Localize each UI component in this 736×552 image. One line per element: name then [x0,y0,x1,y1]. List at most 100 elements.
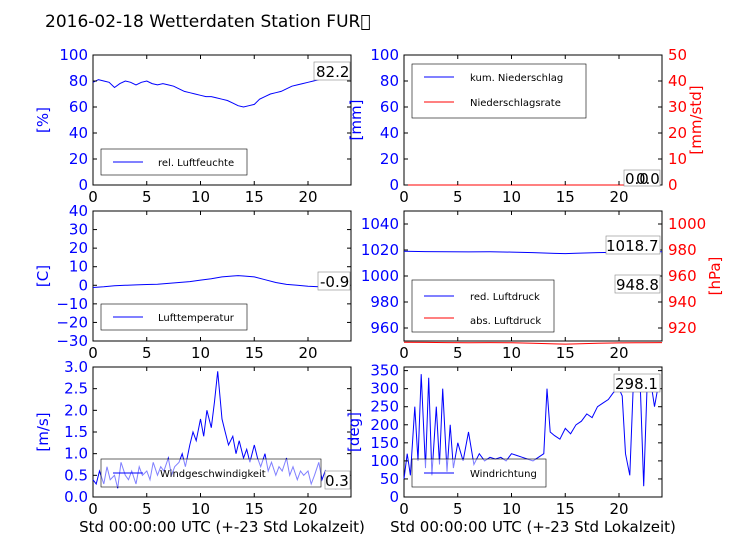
panel-humidity: 0 20 40 60 80 100 0 5 10 15 20 [%] rel. Luftfeuch… [34,46,352,206]
series-line-0 [92,77,346,108]
x-ticks: 0 5 10 15 20 [399,211,629,362]
y-tick-label: 20 [69,239,88,257]
value-annotation: 0.0 0.0 [623,169,661,188]
annotation-value: 298.1 [615,375,658,393]
y-tick-label: 1020 [361,241,399,259]
x-tick-label: 20 [609,188,628,206]
x-tick-label: 10 [191,344,210,362]
y-tick-label: 100 [370,46,399,64]
x-tick-label: 20 [298,500,317,518]
y-axis-label: [m/s] [34,412,52,451]
legend: Windrichtung [411,458,547,488]
y-tick-label: 2.5 [64,380,88,398]
y-axis-label: [mm] [347,100,365,141]
legend-item: kum. Niederschlag [470,73,563,84]
legend-item: abs. Luftdruck [470,316,541,327]
y2-axis-label: [mm/std] [687,85,705,154]
y-tick-label: −20 [56,313,88,331]
y-axis-label: [deg] [345,412,363,452]
y-tick-label: 150 [370,434,399,452]
annotation-value-secondary: 948.8 [616,276,659,294]
y-tick-label: −30 [56,332,88,350]
value-annotation: -0.9 [317,271,351,291]
y-tick-label: 30 [69,221,88,239]
x-tick-label: 10 [191,188,210,206]
series-line-0 [92,275,349,288]
x-tick-label: 5 [453,500,463,518]
y2-tick-label: 980 [668,241,697,259]
series-layer [92,77,346,108]
y-tick-label: 250 [370,398,399,416]
y-ticks: 0 20 40 60 80 100 [370,46,662,194]
x-tick-label: 15 [245,500,264,518]
y-tick-label: 200 [370,416,399,434]
series-layer [92,275,349,288]
x-axis-label: Std 00:00:00 UTC (+-23 Std Lokalzeit) [79,518,365,536]
x-ticks: 0 5 10 15 20 [88,211,318,362]
y-tick-label: 0.5 [64,466,88,484]
legend-item: rel. Luftfeuchte [158,158,234,169]
legend: rel. Luftfeuchte [100,148,248,176]
legend-item: Windrichtung [470,469,537,480]
y-tick-label: 40 [380,124,399,142]
y2-axis-label: [hPa] [706,257,724,296]
annotation-value: -0.9 [320,273,349,291]
x-ticks: 0 5 10 15 20 [399,367,629,518]
x-ticks: 0 5 10 15 20 [88,55,318,206]
value-annotation: 1018.7 948.8 [605,235,661,294]
legend-item: Lufttemperatur [158,313,235,324]
series-line-1 [403,341,663,345]
annotation-value: 0.3 [325,472,349,490]
y-tick-label: 0 [78,176,88,194]
annotation-value-secondary: 0.0 [636,170,660,188]
y-ticks: 960 980 1000 1020 1040 [361,215,662,337]
legend: Lufttemperatur [100,303,248,331]
y-tick-label: 100 [370,452,399,470]
x-tick-label: 10 [502,188,521,206]
x-tick-label: 15 [556,344,575,362]
x-tick-label: 5 [142,188,152,206]
y-tick-label: 350 [370,362,399,380]
y-tick-label: 20 [69,150,88,168]
x-tick-label: 15 [245,344,264,362]
x-tick-label: 5 [453,344,463,362]
x-tick-label: 15 [556,188,575,206]
x-tick-label: 20 [609,500,628,518]
y-tick-label: 20 [380,150,399,168]
y2-ticks: 920 940 960 980 1000 [668,215,706,337]
x-tick-label: 10 [191,500,210,518]
x-tick-label: 5 [142,344,152,362]
y-tick-label: 1040 [361,215,399,233]
y-tick-label: 60 [380,98,399,116]
y-ticks: 0.0 0.5 1.0 1.5 2.0 2.5 3.0 [64,358,351,506]
y-tick-label: 40 [69,202,88,220]
y2-ticks: 0 10 20 30 40 50 [668,46,687,194]
value-annotation: 82.2 [313,61,351,81]
y-tick-label: 80 [69,72,88,90]
y-tick-label: 1.0 [64,445,88,463]
panel-wind-speed: 0.0 0.5 1.0 1.5 2.0 2.5 3.0 0 5 10 15 20 [m/s] Std… [34,358,365,536]
x-ticks: 0 5 10 15 20 [399,55,629,206]
x-tick-label: 20 [298,344,317,362]
x-tick-label: 0 [88,344,98,362]
x-tick-label: 0 [88,500,98,518]
x-tick-label: 5 [142,500,152,518]
y2-tick-label: 30 [668,98,687,116]
legend-item: Windgeschwindigkeit [160,469,266,480]
y-ticks: 0 20 40 60 80 100 [59,46,351,194]
annotation-value: 1018.7 [606,237,659,255]
y-tick-label: 60 [69,98,88,116]
x-tick-label: 0 [399,344,409,362]
y-tick-label: 1.5 [64,423,88,441]
x-tick-label: 0 [399,500,409,518]
x-tick-label: 0 [88,188,98,206]
y2-tick-label: 10 [668,150,687,168]
y-tick-label: 300 [370,380,399,398]
page-title: 2016-02-18 Wetterdaten Station FUR  [45,12,371,32]
y2-tick-label: 1000 [668,215,706,233]
x-axis-label: Std 00:00:00 UTC (+-23 Std Lokalzeit) [390,518,676,536]
y-axis-label: [%] [34,107,52,133]
